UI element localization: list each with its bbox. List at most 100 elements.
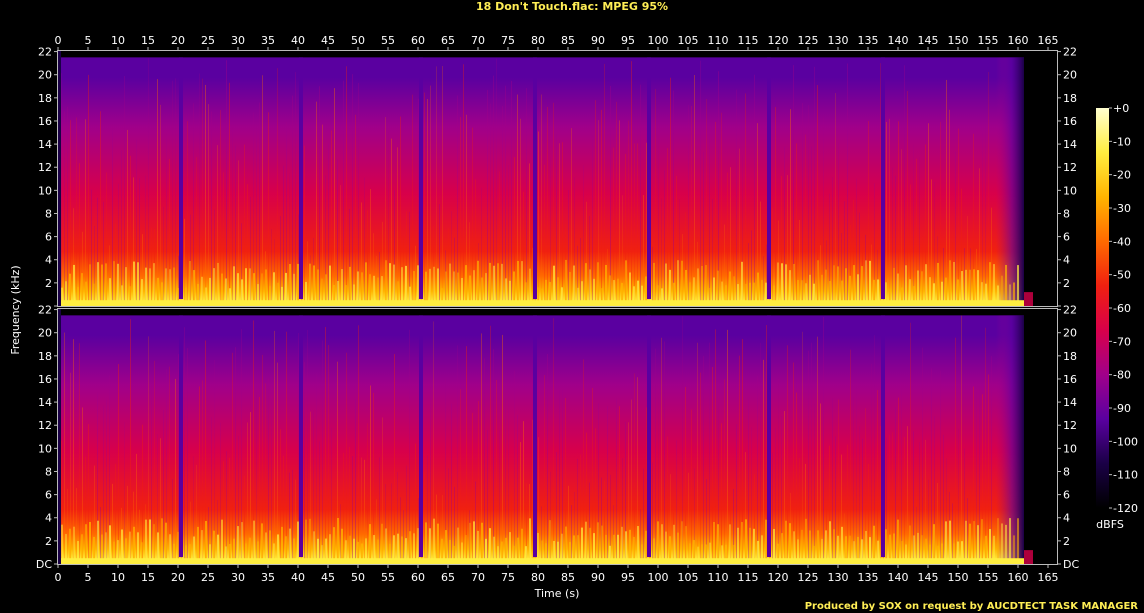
x-tick-label: 75 [501,571,515,584]
colorbar-tick-label: -40 [1113,235,1131,248]
section-break-4 [533,57,537,300]
section-break-5 [647,57,651,300]
x-tick-label: 145 [918,34,939,47]
x-tick-label: 105 [678,571,699,584]
x-tick-label: 135 [858,571,879,584]
y-tick-label: 16 [1063,373,1077,386]
x-tick-label: 40 [291,34,305,47]
spectral-texture [61,315,992,564]
colorbar-tick-label: +0 [1113,102,1129,115]
section-break-6 [767,57,771,300]
x-tick-label: 25 [201,571,215,584]
spectral-texture [61,58,992,307]
x-tick-label: 65 [441,571,455,584]
y-tick-label: 16 [38,373,52,386]
signal-energy [60,57,1024,307]
x-tick-label: 60 [411,571,425,584]
y-tick-label: 18 [38,92,52,105]
colorbar-label: dBFS [1096,518,1124,531]
x-axis-label: Time (s) [534,587,580,600]
x-tick-label: 95 [621,34,635,47]
x-tick-label: 145 [918,571,939,584]
x-tick-label: 15 [141,34,155,47]
x-tick-label: 80 [531,571,545,584]
x-tick-label: 120 [768,34,789,47]
x-tick-label: 10 [111,34,125,47]
x-tick-label: 75 [501,34,515,47]
y-tick-label: 6 [1063,489,1070,502]
y-tick-label: 10 [1063,442,1077,455]
x-tick-label: 160 [1008,34,1029,47]
channel-1-spectrogram [57,50,1058,307]
section-break-7 [881,57,885,300]
x-tick-label: 125 [798,34,819,47]
y-tick-label: 12 [38,419,52,432]
y-tick-label: 2 [45,277,52,290]
section-break-7 [881,315,885,558]
y-tick-label: 4 [1063,512,1070,525]
x-tick-label: 15 [141,571,155,584]
x-tick-label: 130 [828,34,849,47]
y-tick-label: 8 [1063,207,1070,220]
y-tick-label: 14 [38,396,52,409]
y-tick-label: 18 [1063,350,1077,363]
x-tick-label: 20 [171,34,185,47]
y-tick-label: 8 [45,465,52,478]
y-tick-label: 22 [38,304,52,317]
y-tick-label: 16 [38,115,52,128]
y-tick-label: 2 [45,535,52,548]
x-tick-label: 115 [738,34,759,47]
y-tick-label: 20 [38,327,52,340]
colorbar-tick-label: -20 [1113,169,1131,182]
colorbar-tick-label: -120 [1113,502,1138,515]
colorbar-tick-label: -70 [1113,335,1131,348]
section-break-5 [647,315,651,558]
x-tick-label: 30 [231,34,245,47]
credit-text: Produced by SOX on request by AUCDTECT T… [805,601,1139,612]
fade-out-low [1024,550,1033,564]
x-tick-label: 25 [201,34,215,47]
section-break-2 [299,315,303,558]
x-tick-label: 40 [291,571,305,584]
y-tick-label: 18 [38,350,52,363]
x-tick-label: 35 [261,34,275,47]
channel-2-spectrogram [57,308,1058,565]
x-tick-label: 160 [1008,571,1029,584]
y-tick-label: 20 [1063,69,1077,82]
y-tick-label: 18 [1063,92,1077,105]
y-tick-label: 10 [38,442,52,455]
x-tick-label: 155 [978,571,999,584]
y-tick-label: 4 [1063,254,1070,267]
y-tick-label: 12 [38,161,52,174]
low-frequency-bursts [61,259,1019,306]
y-tick-label: DC [36,558,52,571]
x-tick-label: 45 [321,34,335,47]
x-tick-label: 20 [171,571,185,584]
x-tick-label: 120 [768,571,789,584]
dc-band [60,300,1024,306]
y-tick-label: 6 [45,489,52,502]
x-tick-label: 90 [591,34,605,47]
section-break-3 [419,57,423,300]
x-tick-label: 140 [888,34,909,47]
x-tick-label: 65 [441,34,455,47]
x-tick-label: 70 [471,34,485,47]
x-tick-label: 100 [648,34,669,47]
y-tick-label: 12 [1063,161,1077,174]
x-tick-label: 95 [621,571,635,584]
x-tick-label: 130 [828,571,849,584]
x-tick-label: 105 [678,34,699,47]
section-break-3 [419,315,423,558]
y-tick-label: 12 [1063,419,1077,432]
x-tick-label: 55 [381,571,395,584]
panel-frame [57,50,1058,307]
y-tick-label: 8 [45,207,52,220]
x-tick-label: 135 [858,34,879,47]
y-tick-label: 6 [1063,231,1070,244]
y-tick-label: 16 [1063,115,1077,128]
panel-frame [57,308,1058,565]
x-tick-label: 70 [471,571,485,584]
colorbar-tick-label: -10 [1113,135,1131,148]
x-tick-label: 150 [948,571,969,584]
y-tick-label: 14 [38,138,52,151]
